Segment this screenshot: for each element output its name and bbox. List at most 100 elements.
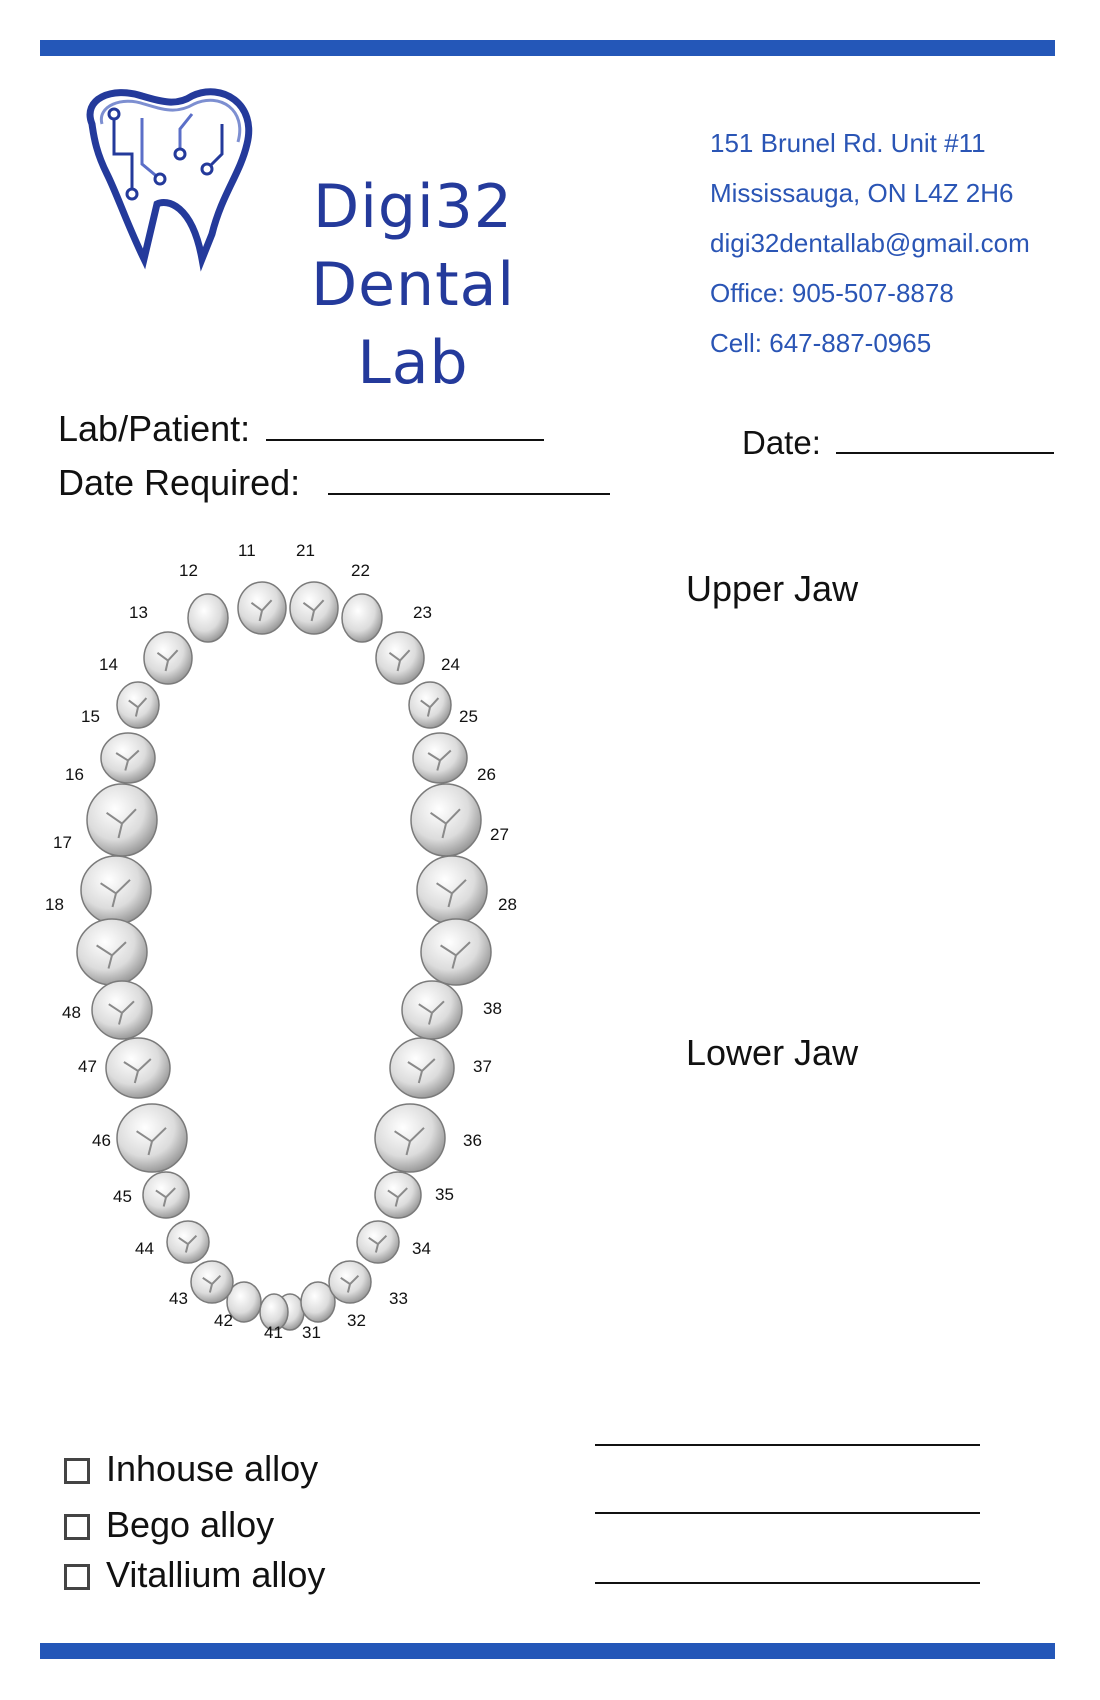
tooth-number-28: 28	[498, 895, 517, 914]
tooth-35[interactable]	[374, 1171, 422, 1219]
tooth-22[interactable]	[341, 593, 383, 643]
tooth-44[interactable]	[166, 1220, 210, 1264]
tooth-fissure-45	[155, 1187, 176, 1207]
tooth-34[interactable]	[356, 1220, 400, 1264]
tooth-number-21: 21	[296, 541, 315, 560]
tooth-number-43: 43	[169, 1289, 188, 1308]
alloy-label-bego: Bego alloy	[106, 1504, 275, 1545]
tooth-number-38: 38	[483, 999, 502, 1018]
note-line-1[interactable]	[595, 1442, 980, 1446]
tooth-fissure-37	[407, 1058, 436, 1084]
tooth-fissure-13	[156, 649, 179, 672]
tooth-number-37: 37	[473, 1057, 492, 1076]
tooth-fissure-28	[440, 941, 471, 969]
tooth-13[interactable]	[143, 631, 193, 685]
tooth-46[interactable]	[116, 1103, 188, 1173]
tooth-number-14: 14	[99, 655, 118, 674]
tooth-12[interactable]	[187, 593, 229, 643]
lower-jaw-label: Lower Jaw	[686, 1032, 859, 1073]
tooth-fissure-38	[418, 1000, 445, 1025]
tooth-38[interactable]	[401, 980, 463, 1040]
tooth-48[interactable]	[91, 980, 153, 1040]
tooth-number-46: 46	[92, 1131, 111, 1150]
tooth-15[interactable]	[100, 732, 156, 784]
tooth-number-16: 16	[65, 765, 84, 784]
tooth-number-23: 23	[413, 603, 432, 622]
tooth-45[interactable]	[142, 1171, 190, 1219]
note-line-2[interactable]	[595, 1510, 980, 1514]
tooth-fissure-43	[202, 1274, 222, 1293]
date-field[interactable]: Date:	[742, 424, 1055, 462]
tooth-17[interactable]	[80, 855, 152, 925]
tooth-fissure-34	[368, 1234, 388, 1253]
lab-patient-field[interactable]: Lab/Patient:	[58, 408, 545, 450]
date-label: Date:	[742, 424, 821, 461]
tooth-fissure-24	[420, 697, 440, 717]
lab-logo: Digi32 Dental Lab	[72, 84, 632, 398]
tooth-chart: 11 12 13 14 15 16 17 18 21 22 23 24 25 26 27 28 31 32 33 34…	[45, 541, 517, 1342]
tooth-24[interactable]	[408, 681, 452, 729]
tooth-41[interactable]	[259, 1293, 289, 1331]
checkbox-bego[interactable]	[64, 1514, 90, 1540]
tooth-47[interactable]	[105, 1037, 171, 1099]
contact-info: 151 Brunel Rd. Unit #11 Mississauga, ON …	[710, 118, 1030, 368]
tooth-fissure-35	[387, 1187, 408, 1207]
tooth-36[interactable]	[374, 1103, 446, 1173]
tooth-number-45: 45	[113, 1187, 132, 1206]
tooth-fissure-26	[430, 808, 461, 839]
tooth-fissure-44	[178, 1234, 198, 1253]
address-line: 151 Brunel Rd. Unit #11	[710, 128, 986, 158]
tooth-number-44: 44	[135, 1239, 154, 1258]
tooth-16[interactable]	[86, 783, 158, 857]
tooth-number-18: 18	[45, 895, 64, 914]
tooth-circuit-logo-icon	[86, 88, 253, 272]
alloy-label-vitallium: Vitallium alloy	[106, 1554, 326, 1595]
tooth-number-42: 42	[214, 1311, 233, 1330]
tooth-number-13: 13	[129, 603, 148, 622]
tooth-fissure-23	[388, 649, 411, 672]
tooth-26[interactable]	[410, 783, 482, 857]
tooth-21[interactable]	[289, 581, 339, 635]
tooth-27[interactable]	[416, 855, 488, 925]
tooth-37[interactable]	[389, 1037, 455, 1099]
tooth-fissure-17	[100, 879, 131, 908]
tooth-fissure-18	[96, 941, 127, 969]
tooth-23[interactable]	[375, 631, 425, 685]
tooth-28[interactable]	[420, 918, 492, 986]
tooth-fissure-14	[128, 697, 148, 717]
tooth-fissure-11	[250, 599, 273, 622]
tooth-32[interactable]	[300, 1281, 336, 1323]
lab-patient-input-line[interactable]	[266, 411, 545, 441]
tooth-number-48: 48	[62, 1003, 81, 1022]
tooth-number-25: 25	[459, 707, 478, 726]
tooth-fissure-46	[136, 1127, 167, 1156]
tooth-number-22: 22	[351, 561, 370, 580]
tooth-fissure-48	[108, 1000, 135, 1025]
tooth-number-36: 36	[463, 1131, 482, 1150]
tooth-fissure-15	[115, 749, 140, 771]
tooth-18[interactable]	[76, 918, 148, 986]
city-line: Mississauga, ON L4Z 2H6	[710, 178, 1014, 208]
tooth-number-27: 27	[490, 825, 509, 844]
note-line-3[interactable]	[595, 1580, 980, 1584]
tooth-number-26: 26	[477, 765, 496, 784]
tooth-fissure-36	[394, 1127, 425, 1156]
tooth-fissure-27	[436, 879, 467, 908]
tooth-42[interactable]	[226, 1281, 262, 1323]
tooth-number-17: 17	[53, 833, 72, 852]
tooth-11[interactable]	[237, 581, 287, 635]
checkbox-vitallium[interactable]	[64, 1564, 90, 1590]
tooth-25[interactable]	[412, 732, 468, 784]
bottom-accent-bar	[40, 1643, 1055, 1659]
tooth-number-15: 15	[81, 707, 100, 726]
tooth-number-41: 41	[264, 1323, 283, 1342]
tooth-fissure-25	[427, 749, 452, 771]
date-required-input-line[interactable]	[328, 465, 611, 495]
tooth-14[interactable]	[116, 681, 160, 729]
date-input-line[interactable]	[836, 424, 1055, 454]
checkbox-inhouse[interactable]	[64, 1458, 90, 1484]
upper-jaw-label: Upper Jaw	[686, 568, 859, 609]
date-required-field[interactable]: Date Required:	[58, 462, 611, 504]
tooth-43[interactable]	[190, 1260, 234, 1304]
tooth-33[interactable]	[328, 1260, 372, 1304]
